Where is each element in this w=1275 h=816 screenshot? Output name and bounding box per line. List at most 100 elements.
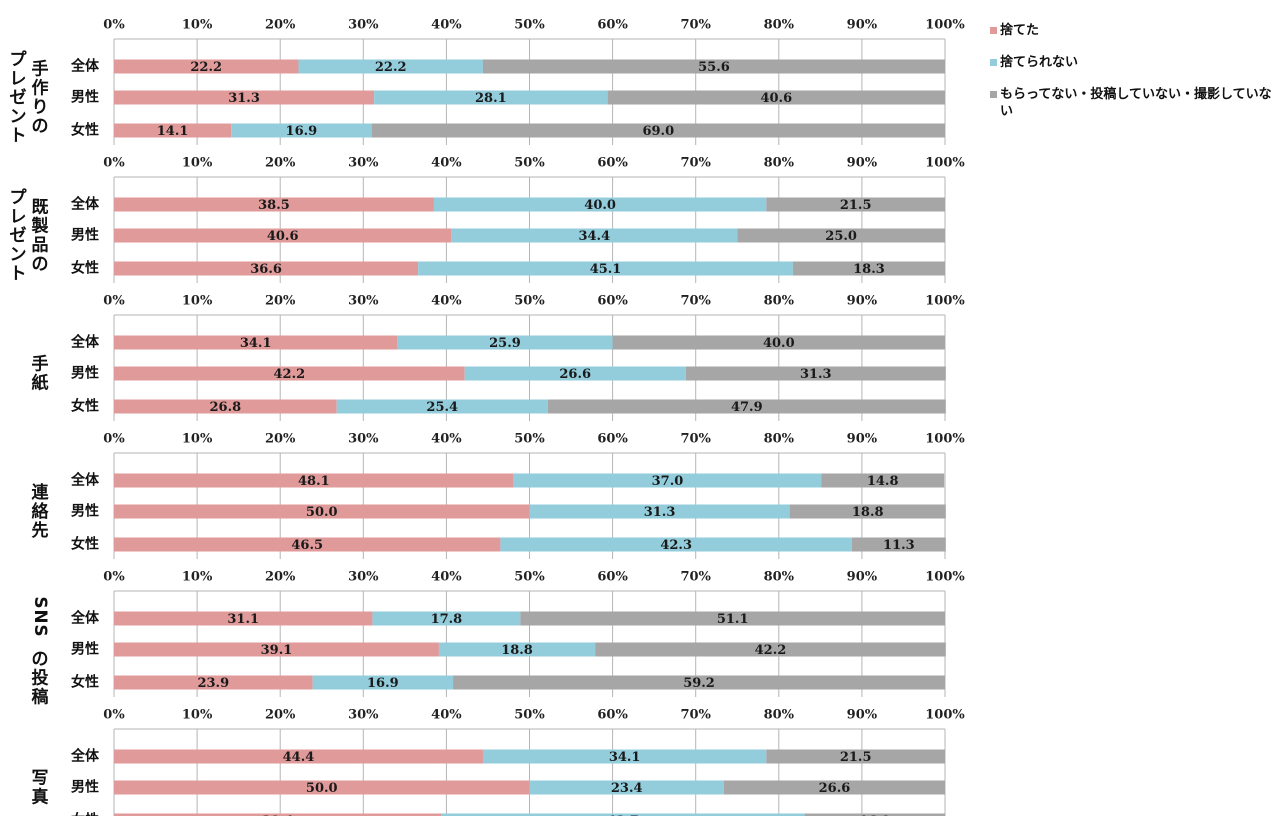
bar-segment [371, 123, 945, 138]
data-label: 14.8 [867, 474, 899, 489]
x-tick-label: 50% [514, 18, 545, 33]
x-tick-label: 70% [680, 708, 711, 723]
row-label: 全体 [70, 334, 100, 351]
x-tick-label: 20% [265, 18, 296, 33]
bar-segment [114, 399, 337, 414]
bar-segment [766, 197, 945, 212]
bar-segment [804, 813, 945, 816]
bar-segment [789, 504, 946, 519]
x-tick-label: 90% [847, 708, 878, 723]
data-label: 26.8 [210, 400, 242, 415]
bar-segment [114, 537, 501, 552]
group-label-char: 写 [32, 769, 49, 789]
row-label: 全体 [70, 748, 100, 765]
bar-segment [114, 261, 419, 276]
group-label-char: ゼ [10, 225, 27, 246]
row-label: 男性 [71, 365, 99, 382]
legend-item: 捨てた [990, 22, 1275, 39]
x-tick-label: 0% [103, 294, 125, 309]
row-label: 女性 [71, 260, 99, 277]
bar-segment [766, 749, 945, 764]
data-label: 31.3 [228, 91, 260, 106]
x-tick-label: 20% [265, 294, 296, 309]
x-tick-label: 50% [514, 708, 545, 723]
x-tick-label: 90% [847, 432, 878, 447]
bar-segment [482, 749, 767, 764]
data-label: 21.5 [840, 750, 872, 765]
bar-segment [438, 642, 596, 657]
group-label-char: N [30, 609, 50, 623]
bar-segment [453, 675, 945, 690]
group-label-char: ン [10, 245, 27, 265]
bar-segment [607, 90, 945, 105]
bar-segment [821, 473, 945, 488]
group-label-char: ゼ [10, 87, 27, 108]
bar-segment [114, 780, 530, 795]
group-label-char: 絡 [32, 501, 50, 522]
data-label: 40.0 [763, 336, 795, 351]
x-tick-label: 40% [431, 708, 462, 723]
bar-segment [441, 813, 805, 816]
bar-segment [336, 399, 548, 414]
x-tick-label: 20% [265, 708, 296, 723]
bar-segment [114, 123, 232, 138]
data-label: 25.9 [489, 336, 521, 351]
group-label-char: の [32, 117, 49, 137]
x-tick-label: 10% [182, 432, 213, 447]
x-tick-label: 100% [925, 432, 965, 447]
group-label-char: ト [10, 264, 27, 284]
group-label-char: 製 [31, 216, 49, 237]
x-tick-label: 70% [680, 294, 711, 309]
x-tick-label: 30% [348, 294, 379, 309]
data-label: 22.2 [375, 60, 407, 75]
data-label: 55.6 [698, 60, 730, 75]
x-tick-label: 30% [348, 432, 379, 447]
x-tick-label: 90% [847, 156, 878, 171]
bar-segment [298, 59, 483, 74]
data-label: 23.9 [197, 676, 229, 691]
bar-segment [482, 59, 945, 74]
data-label: 16.9 [367, 676, 399, 691]
x-tick-label: 40% [431, 432, 462, 447]
data-label: 34.4 [578, 229, 610, 244]
group-label-char: プ [10, 187, 28, 208]
data-label: 39.1 [261, 643, 293, 658]
x-tick-label: 0% [103, 156, 125, 171]
data-label: 42.2 [755, 643, 787, 658]
row-label: 女性 [71, 536, 99, 553]
data-label: 36.6 [250, 262, 282, 277]
group-label-char: り [32, 98, 49, 118]
data-label: 38.5 [258, 198, 290, 213]
bar-segment [114, 473, 514, 488]
data-label: 31.3 [644, 505, 676, 520]
data-label: 25.4 [426, 400, 458, 415]
group-label-char: 稿 [32, 687, 49, 708]
data-label: 26.6 [819, 781, 851, 796]
x-tick-label: 80% [764, 156, 795, 171]
x-tick-label: 50% [514, 570, 545, 585]
x-tick-label: 60% [597, 156, 628, 171]
x-tick-label: 30% [348, 570, 379, 585]
data-label: 31.3 [800, 367, 832, 382]
x-tick-label: 100% [925, 708, 965, 723]
x-tick-label: 0% [103, 18, 125, 33]
group-label-char: の [32, 255, 49, 275]
data-label: 22.2 [190, 60, 222, 75]
group-label-char: レ [10, 207, 27, 227]
group-label-char: 先 [32, 520, 49, 541]
data-label: 51.1 [717, 612, 749, 627]
row-label: 全体 [70, 58, 100, 75]
data-label: 34.1 [240, 336, 272, 351]
bar-segment [451, 228, 738, 243]
row-label: 全体 [70, 196, 100, 213]
bar-segment [520, 611, 945, 626]
bar-segment [312, 675, 454, 690]
row-label: 男性 [71, 227, 99, 244]
data-label: 42.3 [660, 538, 692, 553]
x-tick-label: 10% [182, 156, 213, 171]
x-tick-label: 40% [431, 156, 462, 171]
row-label: 男性 [71, 503, 99, 520]
data-label: 16.9 [859, 814, 891, 816]
bar-segment [372, 611, 521, 626]
